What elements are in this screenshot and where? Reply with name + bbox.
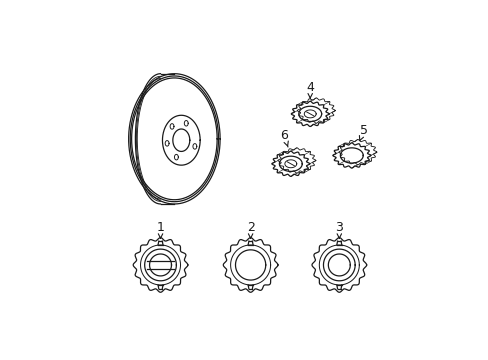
Text: 5: 5 bbox=[359, 125, 367, 141]
Text: 3: 3 bbox=[335, 221, 343, 238]
Text: 2: 2 bbox=[246, 221, 254, 238]
Text: 6: 6 bbox=[279, 129, 288, 147]
Text: 4: 4 bbox=[305, 81, 313, 98]
Text: 1: 1 bbox=[156, 221, 164, 238]
